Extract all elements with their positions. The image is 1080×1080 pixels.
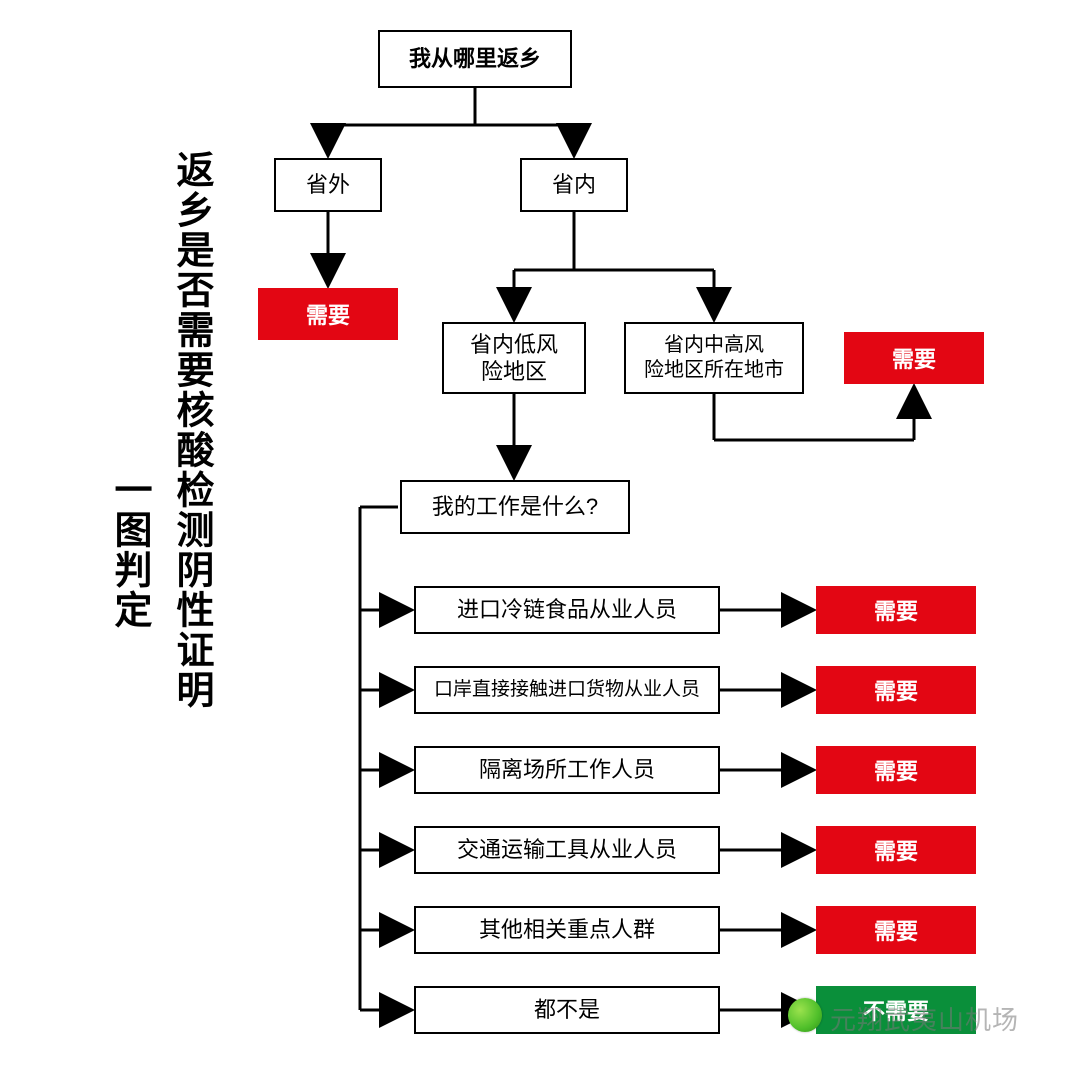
result-job5: 需要 [816,906,976,954]
node-low-risk: 省内低风 险地区 [442,322,586,394]
node-in-prov: 省内 [520,158,628,212]
result-need-high-risk: 需要 [844,332,984,384]
result-job1: 需要 [816,586,976,634]
node-label: 省内中高风 险地区所在地市 [644,333,784,383]
node-label: 我从哪里返乡 [409,45,541,73]
result-label: 需要 [874,754,918,786]
node-label: 其他相关重点人群 [479,916,655,944]
result-label: 需要 [874,594,918,626]
result-job2: 需要 [816,666,976,714]
node-label: 进口冷链食品从业人员 [457,596,677,624]
node-job6: 都不是 [414,986,720,1034]
node-root: 我从哪里返乡 [378,30,572,88]
node-label: 我的工作是什么? [432,493,598,521]
result-job3: 需要 [816,746,976,794]
watermark-text: 元翔武夷山机场 [830,1000,1019,1037]
node-label: 省内 [552,171,596,199]
result-label: 需要 [874,834,918,866]
watermark-icon [788,998,822,1032]
result-label: 需要 [874,914,918,946]
result-need-out-province: 需要 [258,288,398,340]
node-label: 省内低风 险地区 [470,331,558,386]
node-label: 交通运输工具从业人员 [457,836,677,864]
title-sub: 一图判定 [102,470,157,630]
title-main: 返乡是否需要核酸检测阴性证明 [164,150,219,710]
node-job3: 隔离场所工作人员 [414,746,720,794]
node-job4: 交通运输工具从业人员 [414,826,720,874]
node-label: 口岸直接接触进口货物从业人员 [434,678,700,702]
node-job2: 口岸直接接触进口货物从业人员 [414,666,720,714]
node-out-prov: 省外 [274,158,382,212]
node-high-risk: 省内中高风 险地区所在地市 [624,322,804,394]
node-label: 都不是 [534,996,600,1024]
node-job-question: 我的工作是什么? [400,480,630,534]
result-label: 需要 [874,674,918,706]
node-label: 省外 [306,171,350,199]
node-job5: 其他相关重点人群 [414,906,720,954]
node-label: 隔离场所工作人员 [479,756,655,784]
result-label: 需要 [892,342,936,374]
result-job4: 需要 [816,826,976,874]
result-label: 需要 [306,298,350,330]
node-job1: 进口冷链食品从业人员 [414,586,720,634]
